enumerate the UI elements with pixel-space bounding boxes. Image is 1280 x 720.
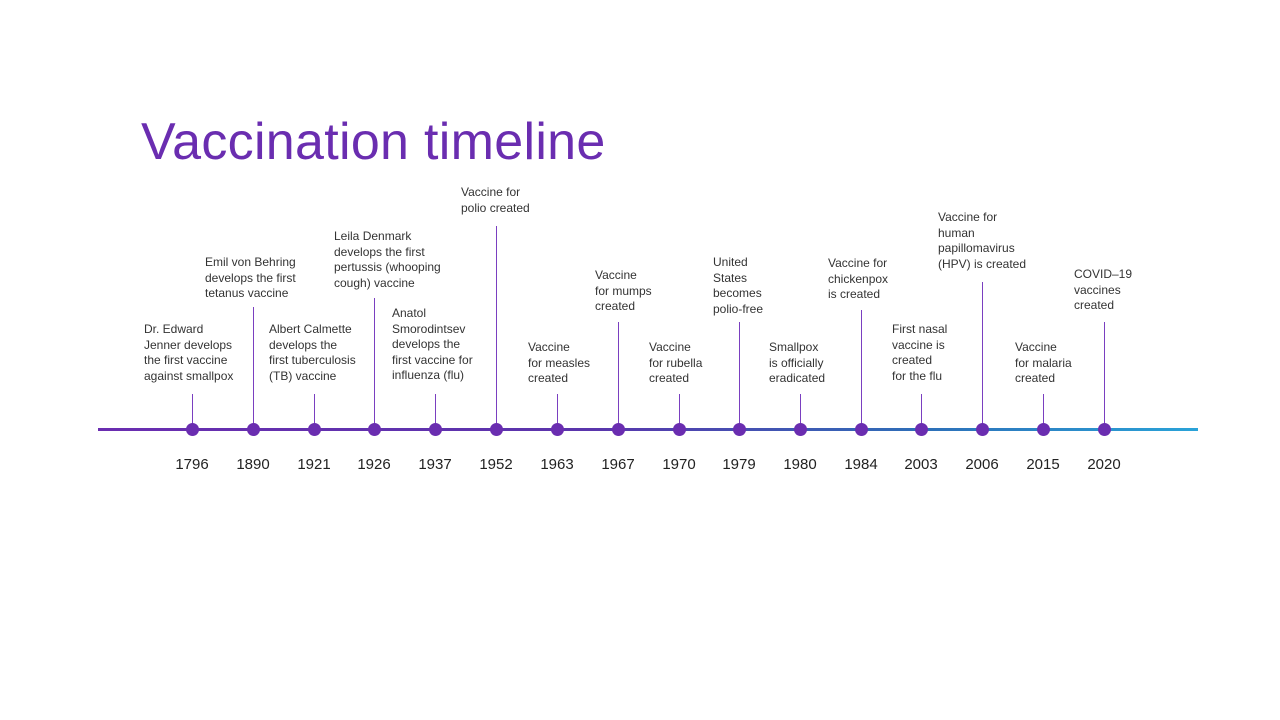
event-year: 1926 <box>357 456 391 473</box>
event-stem <box>1104 322 1105 429</box>
event-stem <box>1043 394 1044 429</box>
event-dot <box>368 423 381 436</box>
event-label: Vaccine for human papillomavirus (HPV) i… <box>938 210 1027 271</box>
event-year: 1967 <box>601 456 635 473</box>
event-stem <box>679 394 680 429</box>
event-label: United States becomes polio-free <box>713 255 764 316</box>
event-label: Vaccine for malaria created <box>1015 340 1072 385</box>
event-dot <box>247 423 260 436</box>
event-stem <box>374 298 375 429</box>
event-year: 2003 <box>904 456 938 473</box>
event-stem <box>800 394 801 429</box>
event-year: 1979 <box>722 456 756 473</box>
event-label: Vaccine for rubella created <box>649 340 703 385</box>
event-label: Vaccine for polio created <box>461 185 530 215</box>
event-year: 2015 <box>1026 456 1060 473</box>
event-dot <box>490 423 503 436</box>
event-dot <box>1037 423 1050 436</box>
event-year: 1952 <box>479 456 513 473</box>
event-year: 1921 <box>297 456 331 473</box>
timeline-axis <box>98 428 1198 431</box>
event-stem <box>253 307 254 429</box>
event-year: 1796 <box>175 456 209 473</box>
event-dot <box>308 423 321 436</box>
event-dot <box>186 423 199 436</box>
event-stem <box>618 322 619 429</box>
event-dot <box>915 423 928 436</box>
event-year: 2006 <box>965 456 999 473</box>
event-stem <box>435 394 436 429</box>
event-label: Vaccine for chickenpox is created <box>828 256 889 301</box>
event-year: 1980 <box>783 456 817 473</box>
event-year: 2020 <box>1087 456 1121 473</box>
event-dot <box>612 423 625 436</box>
event-label: Smallpox is officially eradicated <box>769 340 826 385</box>
event-stem <box>314 394 315 429</box>
event-stem <box>982 282 983 429</box>
event-label: Emil von Behring develops the first teta… <box>205 255 296 300</box>
event-dot <box>855 423 868 436</box>
event-stem <box>496 226 497 429</box>
event-stem <box>192 394 193 429</box>
event-stem <box>739 322 740 429</box>
event-stem <box>557 394 558 429</box>
event-dot <box>733 423 746 436</box>
event-stem <box>921 394 922 429</box>
event-dot <box>429 423 442 436</box>
event-label: Albert Calmette develops the first tuber… <box>269 322 356 383</box>
event-label: Leila Denmark develops the first pertuss… <box>334 229 441 290</box>
event-dot <box>1098 423 1111 436</box>
event-year: 1937 <box>418 456 452 473</box>
event-year: 1890 <box>236 456 270 473</box>
event-dot <box>794 423 807 436</box>
event-label: Dr. Edward Jenner develops the first vac… <box>144 322 234 383</box>
event-dot <box>976 423 989 436</box>
event-year: 1963 <box>540 456 574 473</box>
event-dot <box>673 423 686 436</box>
event-year: 1970 <box>662 456 696 473</box>
event-label: Vaccine for measles created <box>528 340 591 385</box>
event-year: 1984 <box>844 456 878 473</box>
event-label: Anatol Smorodintsev develops the first v… <box>392 306 473 382</box>
event-label: Vaccine for mumps created <box>595 268 652 313</box>
event-stem <box>861 310 862 429</box>
event-dot <box>551 423 564 436</box>
event-label: First nasal vaccine is created for the f… <box>892 322 948 383</box>
page-title: Vaccination timeline <box>141 113 606 171</box>
event-label: COVID–19 vaccines created <box>1074 267 1133 312</box>
